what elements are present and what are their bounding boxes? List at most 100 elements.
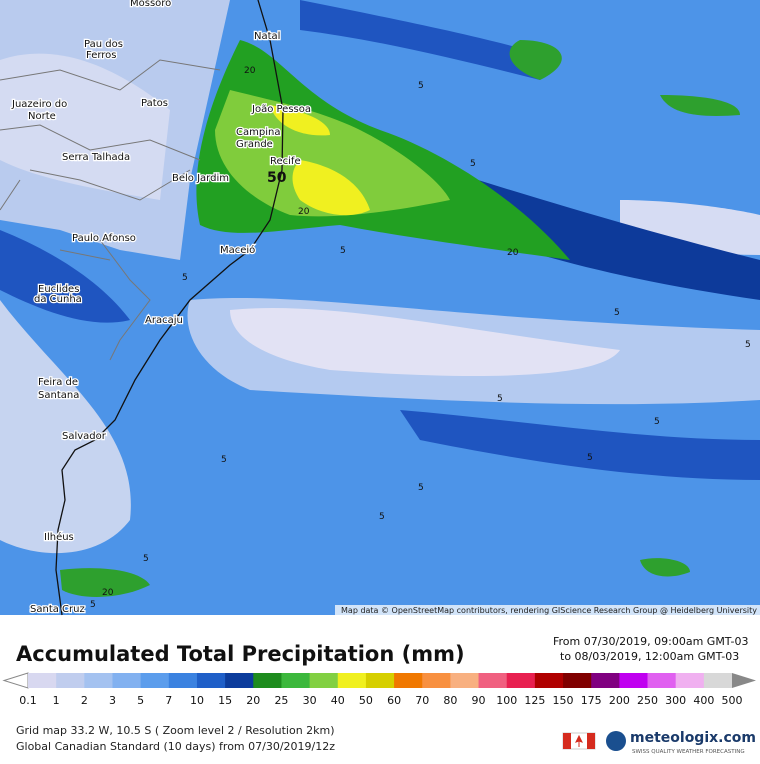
colorbar-label: 125 [524,694,545,707]
colorbar-label: 70 [415,694,429,707]
contour-label: 5 [587,453,593,463]
contour-labels: 20 5 5 50 20 5 20 5 5 5 5 5 5 5 5 5 5 20… [90,66,751,610]
contour-label: 5 [745,340,751,350]
city-label: Juazeiro do [11,99,67,110]
colorbar-label: 60 [387,694,401,707]
contour-label: 5 [497,394,503,404]
map: Map data © OpenStreetMap contributors, r… [0,0,760,616]
city-label: Salvador [62,431,107,442]
colorbar-label: 50 [359,694,373,707]
logo-icon [606,731,626,751]
city-label: Mossoró [130,0,171,9]
city-label: Santana [38,390,79,401]
colorbar-segment [140,673,170,688]
colorbar-label: 40 [331,694,345,707]
city-label: Grande [236,139,273,150]
colorbar-segment [450,673,480,688]
colorbar-label: 7 [165,694,172,707]
colorbar-label: 500 [722,694,743,707]
logo-tagline: SWISS QUALITY WEATHER FORECASTING [632,749,745,755]
contour-label: 20 [298,207,310,217]
colorbar-label: 400 [693,694,714,707]
city-label: Ilhéus [44,531,74,543]
colorbar-label: 300 [665,694,686,707]
colorbar-label: 15 [218,694,232,707]
contour-label: 5 [418,483,424,493]
contour-label: 20 [507,248,519,258]
colorbar-segment [225,673,254,688]
city-label: Campina [236,127,280,138]
logo-name: meteologix.com [630,730,756,746]
canada-flag [562,732,596,750]
city-label: Recife [270,156,301,167]
colorbar-label: 0.1 [19,694,37,707]
city-label: Maceió [220,244,255,256]
colorbar-label: 30 [303,694,317,707]
colorbar-segment [394,673,423,688]
colorbar-segment [84,673,113,688]
city-label: João Pessoa [251,104,311,115]
colorbar-start [2,672,29,689]
city-label: Pau dos [84,39,123,50]
city-label: Feira de [38,377,78,388]
colorbar-label: 200 [609,694,630,707]
city-label: Aracaju [145,315,183,326]
colorbar-label: 5 [137,694,144,707]
colorbar-label: 20 [246,694,260,707]
model-info: Global Canadian Standard (10 days) from … [16,740,335,753]
attribution: Map data © OpenStreetMap contributors, r… [341,606,757,615]
colorbar-label: 3 [109,694,116,707]
city-label: da Cunha [34,294,82,305]
city-label: Euclides [38,284,79,295]
contour-label: 5 [379,512,385,522]
colorbar-segment [28,673,57,688]
contour-label: 5 [470,159,476,169]
colorbar-segment [253,673,282,688]
date-from: From 07/30/2019, 09:00am GMT-03 [553,635,749,648]
colorbar-label: 25 [274,694,288,707]
colorbar-label: 90 [472,694,486,707]
colorbar-end [732,673,756,688]
colorbar-segment [168,673,198,688]
contour-label: 5 [221,455,227,465]
city-label: Norte [28,111,56,122]
colorbar-segment [647,673,677,688]
city-labels: Mossoró Natal Pau dos Ferros Juazeiro do… [10,0,312,616]
colorbar-segment [365,673,395,688]
title: Accumulated Total Precipitation (mm) [16,642,465,666]
colorbar-segment [309,673,339,688]
colorbar-segment [196,673,226,688]
colorbar-segment [703,673,733,688]
grid-info: Grid map 33.2 W, 10.5 S ( Zoom level 2 /… [16,724,335,737]
contour-label: 5 [90,600,96,610]
contour-label: 5 [143,554,149,564]
colorbar-segment [337,673,367,688]
colorbar-segment [534,673,564,688]
colorbar-label: 250 [637,694,658,707]
colorbar-segment [591,673,620,688]
colorbar-segment [112,673,142,688]
colorbar-segment [506,673,536,688]
colorbar-segment [563,673,592,688]
contour-label: 20 [244,66,256,76]
date-to: to 08/03/2019, 12:00am GMT-03 [560,650,739,663]
contour-label: 5 [340,246,346,256]
colorbar-segment [56,673,85,688]
colorbar-segment [675,673,705,688]
city-label: Belo Jardim [172,173,229,184]
colorbar-segment [281,673,311,688]
colorbar-label: 80 [443,694,457,707]
colorbar-label: 150 [553,694,574,707]
colorbar-label: 175 [581,694,602,707]
colorbar-segment [619,673,649,688]
city-label: Serra Talhada [62,152,130,163]
colorbar-label: 2 [81,694,88,707]
contour-label: 5 [614,308,620,318]
colorbar-label: 1 [53,694,60,707]
contour-label: 5 [654,417,660,427]
city-label: Paulo Afonso [72,233,136,244]
contour-label: 5 [182,273,188,283]
city-label: Natal [254,31,280,42]
